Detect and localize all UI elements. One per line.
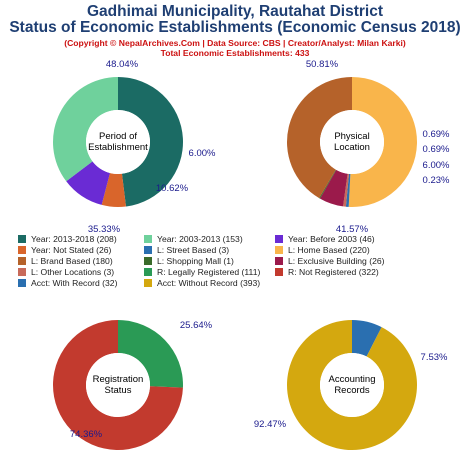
legend-label: R: Legally Registered (111) xyxy=(157,266,261,277)
donut-center-label: Establishment xyxy=(88,142,148,153)
donut-slice xyxy=(66,161,110,205)
legend-label: L: Brand Based (180) xyxy=(31,255,113,266)
slice-percent-label: 0.69% xyxy=(423,144,450,155)
donut-center-label: Accounting xyxy=(328,374,375,385)
legend-item: L: Exclusive Building (26) xyxy=(275,255,385,266)
legend-label: L: Exclusive Building (26) xyxy=(288,255,385,266)
donut-hole xyxy=(86,110,150,174)
legend-item: Year: Not Stated (26) xyxy=(18,244,111,255)
legend-label: Year: 2013-2018 (208) xyxy=(31,233,117,244)
slice-percent-label: 25.64% xyxy=(180,320,213,331)
chart-title-line2: Status of Economic Establishments (Econo… xyxy=(9,19,461,36)
donut-slice xyxy=(343,173,349,207)
copyright-line: (Copyright © NepalArchives.Com | Data So… xyxy=(64,38,406,48)
legend-swatch xyxy=(18,245,26,254)
legend-label: Acct: Without Record (393) xyxy=(157,277,261,288)
legend-label: Year: 2003-2013 (153) xyxy=(157,233,243,244)
donut-slice xyxy=(287,77,352,199)
legend-swatch xyxy=(144,245,152,254)
legend-swatch xyxy=(275,256,283,265)
donut-slice xyxy=(348,77,417,207)
legend-swatch xyxy=(18,278,26,287)
donut-slice xyxy=(345,173,351,207)
slice-percent-label: 41.57% xyxy=(336,224,369,235)
legend-swatch xyxy=(18,234,26,243)
legend-swatch xyxy=(144,267,152,276)
legend-swatch xyxy=(275,245,283,254)
donut-slice xyxy=(53,77,118,182)
total-establishments: Total Economic Establishments: 433 xyxy=(160,48,310,58)
slice-percent-label: 92.47% xyxy=(254,419,287,430)
donut-slice xyxy=(118,320,184,388)
legend-label: Year: Not Stated (26) xyxy=(31,244,112,255)
slice-percent-label: 35.33% xyxy=(88,224,121,235)
donut-slice xyxy=(352,320,382,357)
legend-item: L: Other Locations (3) xyxy=(18,266,114,277)
slice-percent-label: 0.69% xyxy=(423,129,450,140)
legend-item: R: Legally Registered (111) xyxy=(144,266,260,277)
legend-item: L: Shopping Mall (1) xyxy=(144,255,234,266)
slice-percent-label: 6.00% xyxy=(189,148,216,159)
legend-item: L: Brand Based (180) xyxy=(18,255,113,266)
chart-title-line1: Gadhimai Municipality, Rautahat District xyxy=(87,3,383,20)
legend-item: R: Not Registered (322) xyxy=(275,266,379,277)
legend-item: Acct: With Record (32) xyxy=(18,277,117,288)
legend-swatch xyxy=(144,234,152,243)
legend-label: Acct: With Record (32) xyxy=(31,277,118,288)
legend-item: L: Street Based (3) xyxy=(144,244,229,255)
slice-percent-label: 0.23% xyxy=(423,175,450,186)
slice-percent-label: 7.53% xyxy=(421,352,448,363)
legend-label: Year: Before 2003 (46) xyxy=(288,233,375,244)
donut-slice xyxy=(319,169,348,207)
slice-percent-label: 74.36% xyxy=(70,429,103,440)
donut-center-label: Records xyxy=(334,385,370,396)
donut-hole xyxy=(320,353,384,417)
legend-swatch xyxy=(275,234,283,243)
donut-slice xyxy=(118,77,184,207)
donut-center-label: Location xyxy=(334,142,370,153)
donut-center-label: Registration xyxy=(93,374,144,385)
donut-hole xyxy=(320,110,384,174)
legend-swatch xyxy=(144,256,152,265)
legend-label: L: Other Locations (3) xyxy=(31,266,115,277)
legend-item: Year: Before 2003 (46) xyxy=(275,233,375,244)
donut-slice xyxy=(53,320,183,451)
legend-label: L: Home Based (220) xyxy=(288,244,370,255)
slice-percent-label: 6.00% xyxy=(423,160,450,171)
legend-swatch xyxy=(18,256,26,265)
donut-center-label: Status xyxy=(105,385,132,396)
legend-swatch xyxy=(144,278,152,287)
legend-swatch xyxy=(275,267,283,276)
legend-item: Year: 2013-2018 (208) xyxy=(18,233,117,244)
legend-swatch xyxy=(18,267,26,276)
legend-item: Acct: Without Record (393) xyxy=(144,277,260,288)
slice-percent-label: 48.04% xyxy=(106,59,139,70)
slice-percent-label: 50.81% xyxy=(306,59,339,70)
donut-slice xyxy=(101,172,126,207)
legend-item: Year: 2003-2013 (153) xyxy=(144,233,243,244)
donut-center-label: Physical xyxy=(334,131,369,142)
donut-slice xyxy=(287,320,417,450)
legend-label: R: Not Registered (322) xyxy=(288,266,379,277)
legend-item: L: Home Based (220) xyxy=(275,244,370,255)
donut-center-label: Period of xyxy=(99,131,137,142)
legend-label: L: Shopping Mall (1) xyxy=(157,255,234,266)
donut-hole xyxy=(86,353,150,417)
legend-label: L: Street Based (3) xyxy=(157,244,230,255)
donut-slice xyxy=(319,169,337,199)
slice-percent-label: 10.62% xyxy=(156,183,189,194)
